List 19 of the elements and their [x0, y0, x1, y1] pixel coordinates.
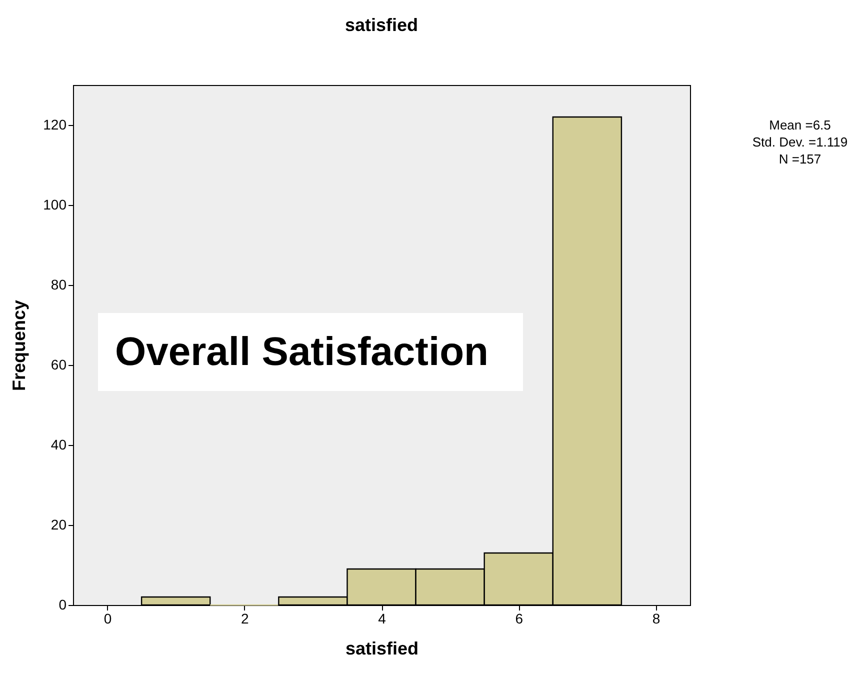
x-tick-label: 2 — [240, 610, 249, 626]
y-tick-label: 100 — [43, 196, 67, 212]
x-tick-label: 6 — [515, 610, 524, 626]
x-axis-title: satisfied — [345, 638, 419, 658]
y-tick-label: 60 — [50, 356, 67, 372]
chart-title: satisfied — [344, 15, 418, 35]
y-axis-title: Frequency — [9, 300, 30, 392]
y-tick-label: 20 — [50, 516, 67, 532]
text: Mean =6.5 — [769, 118, 831, 132]
annotation: Overall Satisfaction — [115, 330, 488, 374]
y-tick-label: 80 — [50, 276, 67, 292]
y-tick-label: 0 — [58, 596, 67, 612]
y-tick-label: 40 — [50, 436, 67, 452]
x-tick-label: 4 — [378, 610, 386, 626]
y-tick-label: 120 — [43, 116, 67, 132]
x-tick-label: 0 — [104, 610, 112, 626]
text: Std. Dev. =1.119 — [752, 134, 848, 150]
x-tick-label: 8 — [652, 610, 660, 626]
text: N =157 — [778, 152, 822, 166]
